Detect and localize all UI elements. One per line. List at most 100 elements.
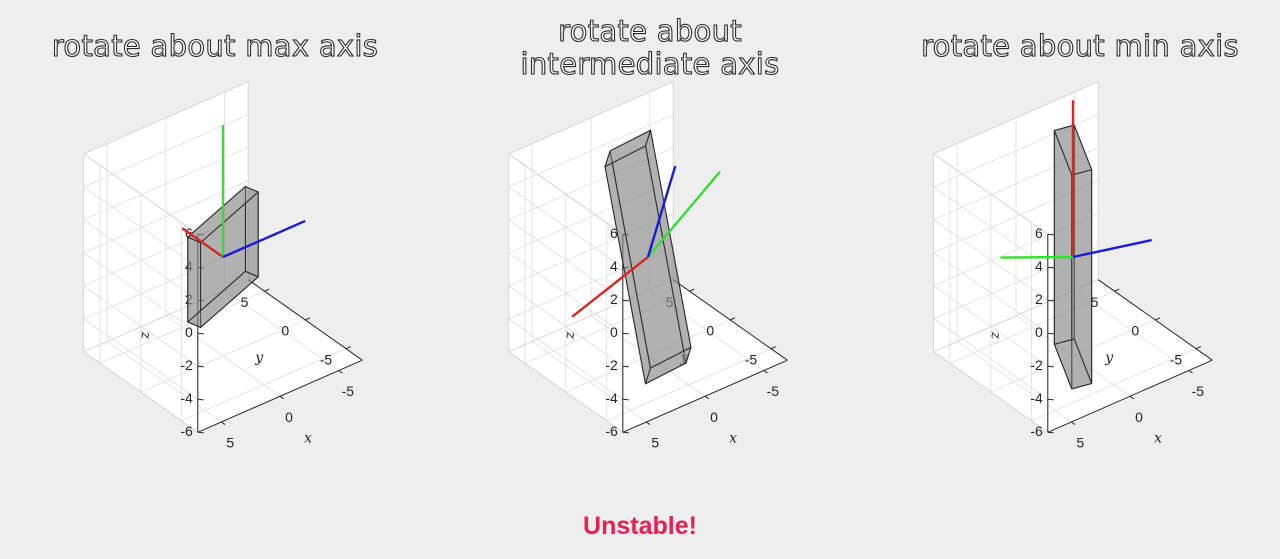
x-tick	[704, 395, 710, 400]
y-tick-label: 0	[1131, 323, 1139, 339]
panel-title-intermediate-axis: rotate about intermediate axis	[520, 14, 780, 81]
z-tick	[1047, 332, 1054, 335]
z-tick	[1047, 398, 1054, 401]
plot-min-axis: 6 4 2 0 -2 -4 -6 5 0 -5 -5 0 5 x y z	[933, 81, 1213, 451]
x-tick-label: 5	[651, 435, 659, 451]
grid-line	[508, 219, 624, 301]
x-tick	[1188, 370, 1193, 374]
y-tick-label: 0	[281, 323, 289, 339]
x-tick-label: 0	[710, 409, 718, 425]
grid-line	[990, 319, 1156, 393]
z-tick-label: -2	[180, 357, 193, 373]
y-tick	[345, 346, 351, 350]
grid-line	[181, 348, 347, 422]
z-tick	[1047, 299, 1054, 302]
z-tick-label: -6	[605, 423, 618, 439]
z-tick-label: 4	[610, 258, 618, 274]
grid-line	[933, 246, 1099, 320]
x-axis-label: x	[729, 430, 737, 446]
grid-line	[83, 213, 249, 287]
grid-line	[83, 252, 199, 334]
y-axis-label: y	[254, 350, 264, 366]
y-tick-label: -5	[1170, 351, 1183, 367]
z-tick-label: -4	[605, 390, 618, 406]
grid-line	[933, 252, 1049, 334]
box-edge	[83, 351, 199, 433]
z-tick	[622, 365, 629, 368]
grid-line	[508, 318, 624, 400]
x-tick-label: -5	[1192, 383, 1205, 399]
z-axis-label: z	[987, 331, 1003, 340]
y-axis-label: y	[1104, 350, 1114, 366]
x-tick-label: 5	[226, 435, 234, 451]
grid-line	[933, 114, 1099, 188]
z-tick-label: -4	[180, 390, 193, 406]
z-tick	[1047, 431, 1054, 434]
y-tick-label: 5	[241, 294, 249, 310]
grid-line	[1031, 348, 1197, 422]
grid-line	[83, 147, 249, 221]
x-tick-label: 0	[285, 409, 293, 425]
x-tick	[221, 421, 226, 425]
plot-intermediate-axis: 6 4 2 0 -2 -4 -6 5 0 -5 -5 0 5 x y z	[508, 81, 788, 451]
cuboid-face	[644, 346, 692, 385]
grid-line	[933, 213, 1099, 287]
y-tick	[770, 346, 776, 350]
grid-line	[508, 186, 624, 268]
box-edge	[508, 153, 624, 235]
grid-line	[508, 147, 674, 221]
box-edge	[83, 153, 199, 235]
x-axis-label: x	[1154, 430, 1162, 446]
blue-body-axis	[1072, 238, 1152, 259]
y-tick-label: 5	[1091, 294, 1099, 310]
z-tick-label: 4	[1035, 258, 1043, 274]
box-edge	[933, 279, 1099, 353]
z-tick	[197, 398, 204, 401]
grid-line	[83, 180, 249, 254]
box-edge	[83, 81, 249, 155]
cuboid-face	[604, 129, 652, 168]
z-tick	[1047, 365, 1054, 368]
red-body-axis	[181, 227, 224, 258]
grid-line	[99, 290, 265, 364]
z-tick-label: 0	[185, 324, 193, 340]
z-tick-label: 2	[185, 291, 193, 307]
z-tick	[1047, 266, 1054, 269]
box-edge	[933, 351, 1049, 433]
box-edge	[508, 351, 624, 433]
z-tick-label: -6	[180, 423, 193, 439]
z-tick	[622, 398, 629, 401]
x-tick	[1071, 421, 1076, 425]
grid-line	[83, 285, 199, 367]
x-tick	[1129, 395, 1135, 400]
z-axis-label: z	[137, 331, 153, 340]
y-tick	[1195, 346, 1201, 350]
y-tick-label: 5	[666, 294, 674, 310]
x-tick	[279, 395, 285, 400]
grid-line	[508, 213, 674, 287]
grid-line	[83, 219, 199, 301]
grid-line	[933, 180, 1099, 254]
grid-line	[606, 348, 772, 422]
green-body-axis	[1000, 255, 1074, 259]
y-axis-label: y	[679, 350, 689, 366]
box-edge	[508, 279, 674, 353]
z-tick-label: -6	[1030, 423, 1043, 439]
y-tick	[730, 317, 736, 321]
x-tick-label: 0	[1135, 409, 1143, 425]
cuboid-face	[1053, 338, 1093, 390]
box-edge	[933, 81, 1099, 155]
z-tick	[622, 332, 629, 335]
grid-line	[933, 285, 1049, 367]
cuboid-face	[187, 270, 259, 328]
x-tick	[646, 421, 651, 425]
grid-line	[508, 285, 624, 367]
grid-line	[83, 246, 249, 320]
x-tick-label: 5	[1076, 435, 1084, 451]
grid-line	[508, 252, 624, 334]
y-tick	[689, 288, 695, 292]
x-tick	[763, 370, 768, 374]
z-tick-label: 0	[1035, 324, 1043, 340]
unstable-label: Unstable!	[583, 512, 697, 540]
